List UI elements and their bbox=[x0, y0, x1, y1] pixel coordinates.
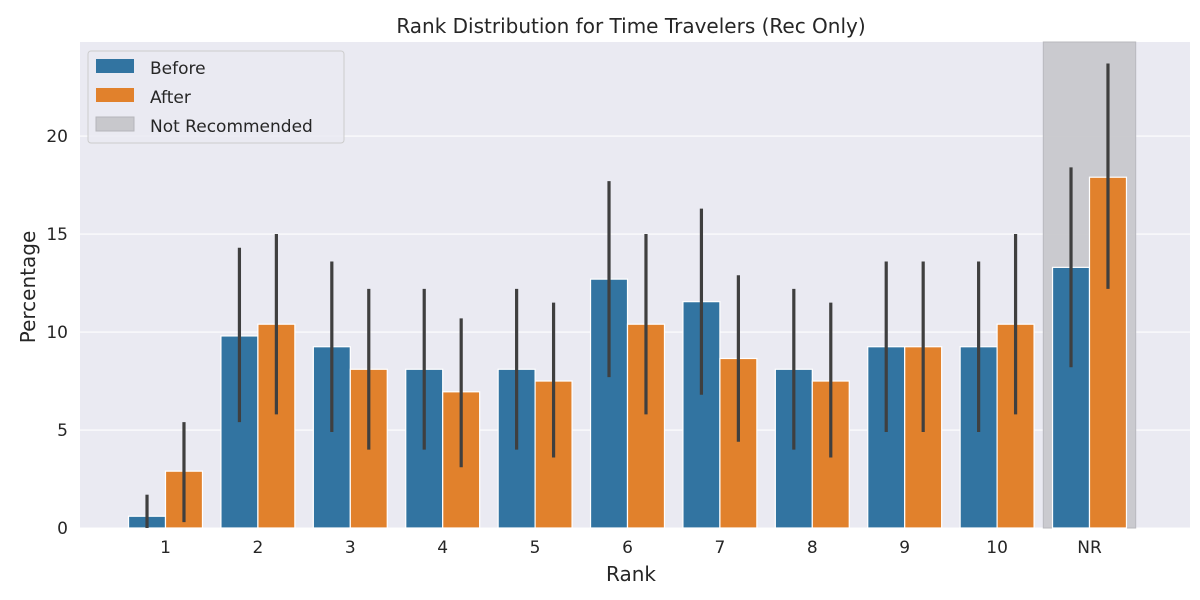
x-tick-label-3: 3 bbox=[345, 538, 356, 558]
chart-title: Rank Distribution for Time Travelers (Re… bbox=[396, 14, 865, 38]
legend-swatch-after bbox=[96, 88, 134, 102]
x-tick-label-1: 1 bbox=[160, 538, 171, 558]
y-tick-label-15: 15 bbox=[46, 225, 68, 245]
legend-frame bbox=[87, 50, 345, 144]
legend: Before After Not Recommended bbox=[87, 50, 345, 144]
x-tick-label-4: 4 bbox=[437, 538, 448, 558]
x-axis-title: Rank bbox=[606, 562, 656, 586]
y-axis-title: Percentage bbox=[16, 231, 40, 344]
x-tick-label-6: 6 bbox=[622, 538, 633, 558]
legend-label-before: Before bbox=[150, 59, 206, 79]
x-axis-ticks: 1 2 3 4 5 6 7 8 9 10 NR bbox=[160, 538, 1102, 558]
y-tick-label-0: 0 bbox=[57, 519, 68, 539]
y-tick-label-20: 20 bbox=[46, 127, 68, 147]
x-tick-label-5: 5 bbox=[530, 538, 541, 558]
legend-swatch-not-recommended bbox=[95, 116, 135, 132]
y-axis-ticks: 0 5 10 15 20 bbox=[46, 127, 68, 539]
x-tick-label-NR: NR bbox=[1077, 538, 1102, 558]
x-tick-label-2: 2 bbox=[252, 538, 263, 558]
legend-label-not-recommended: Not Recommended bbox=[150, 117, 313, 137]
x-tick-label-7: 7 bbox=[714, 538, 725, 558]
x-tick-label-8: 8 bbox=[807, 538, 818, 558]
y-tick-label-10: 10 bbox=[46, 323, 68, 343]
x-tick-label-10: 10 bbox=[986, 538, 1008, 558]
legend-swatch-before bbox=[96, 59, 134, 73]
legend-label-after: After bbox=[150, 88, 191, 108]
x-tick-label-9: 9 bbox=[899, 538, 910, 558]
y-tick-label-5: 5 bbox=[57, 421, 68, 441]
error-bars bbox=[145, 63, 1110, 528]
